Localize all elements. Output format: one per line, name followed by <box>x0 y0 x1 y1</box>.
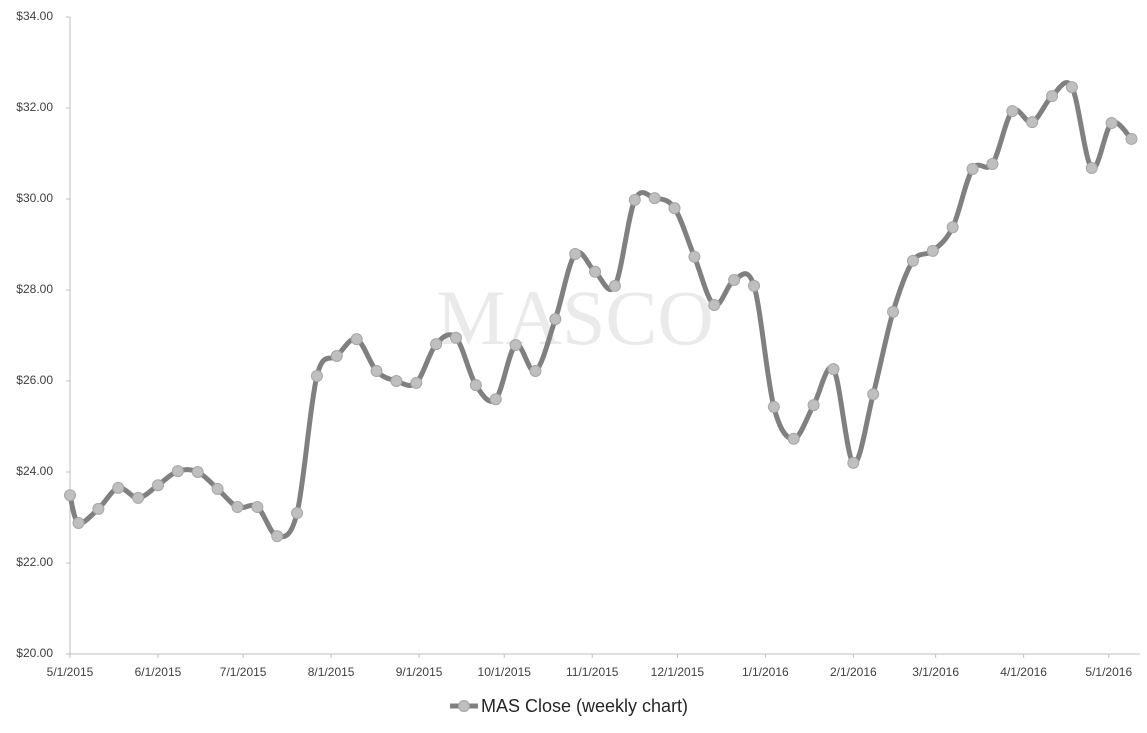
y-tick-label: $24.00 <box>16 464 53 478</box>
data-point <box>509 339 522 352</box>
data-point <box>350 333 363 346</box>
y-tick-label: $28.00 <box>16 282 53 296</box>
data-point <box>946 221 959 234</box>
x-tick-label: 1/1/2016 <box>742 665 789 679</box>
data-point <box>986 157 999 170</box>
data-point <box>92 502 105 515</box>
data-point <box>251 501 264 514</box>
data-point <box>1006 105 1019 118</box>
y-tick-label: $26.00 <box>16 373 53 387</box>
data-point <box>1046 90 1059 103</box>
data-point <box>231 501 244 514</box>
data-point <box>549 313 562 326</box>
data-point <box>787 432 800 445</box>
y-tick-label: $32.00 <box>16 100 53 114</box>
data-point <box>867 388 880 401</box>
y-tick-label: $20.00 <box>16 646 53 660</box>
x-tick-label: 12/1/2015 <box>651 665 705 679</box>
y-tick-label: $22.00 <box>16 555 53 569</box>
data-point <box>64 489 76 502</box>
x-tick-label: 6/1/2015 <box>135 665 182 679</box>
data-point <box>847 456 860 469</box>
legend-marker <box>458 700 470 712</box>
x-tick-label: 4/1/2016 <box>1000 665 1047 679</box>
data-point <box>171 465 184 478</box>
data-point <box>906 254 919 267</box>
data-point <box>390 375 403 387</box>
legend-label: MAS Close (weekly chart) <box>481 696 688 716</box>
data-point <box>410 376 423 389</box>
data-point <box>648 192 661 205</box>
data-point <box>72 516 85 529</box>
data-point <box>688 250 701 263</box>
y-tick-label: $30.00 <box>16 191 53 205</box>
data-point <box>807 399 820 412</box>
data-point <box>1125 132 1138 145</box>
data-point <box>330 349 343 362</box>
data-point <box>1065 81 1078 94</box>
data-point <box>310 369 323 382</box>
data-point <box>966 162 979 175</box>
x-tick-label: 11/1/2015 <box>566 665 619 679</box>
data-point <box>370 364 383 377</box>
data-point <box>211 482 224 495</box>
x-tick-label: 9/1/2015 <box>396 665 443 679</box>
data-point <box>1026 116 1039 129</box>
x-tick-label: 3/1/2016 <box>912 665 959 679</box>
data-point <box>151 479 164 492</box>
data-point <box>1105 117 1118 130</box>
x-tick-label: 10/1/2015 <box>478 665 532 679</box>
x-tick-label: 7/1/2015 <box>220 665 267 679</box>
data-point <box>191 466 204 478</box>
data-point <box>449 331 462 344</box>
x-tick-label: 2/1/2016 <box>830 665 877 679</box>
data-point <box>469 379 482 392</box>
data-point <box>728 273 741 286</box>
data-point <box>628 193 641 206</box>
data-point <box>569 248 582 261</box>
data-point <box>132 491 145 504</box>
x-tick-label: 8/1/2015 <box>308 665 355 679</box>
data-point <box>926 244 939 257</box>
data-point <box>489 393 502 406</box>
data-point <box>291 506 304 519</box>
x-tick-label: 5/1/2015 <box>47 665 94 679</box>
watermark: MASCO <box>436 274 713 361</box>
data-point <box>271 530 284 543</box>
data-point <box>430 338 443 351</box>
x-tick-label: 5/1/2016 <box>1085 665 1132 679</box>
data-point <box>748 279 761 292</box>
data-point <box>668 202 681 215</box>
data-point <box>589 265 602 278</box>
data-point <box>112 481 125 494</box>
data-point <box>608 279 621 292</box>
data-point <box>708 299 721 312</box>
data-point <box>529 364 542 377</box>
data-point <box>887 305 900 318</box>
data-point <box>767 400 780 413</box>
data-point <box>1085 162 1098 175</box>
legend: MAS Close (weekly chart) <box>450 696 688 716</box>
data-point <box>827 363 840 376</box>
y-tick-label: $34.00 <box>16 9 53 23</box>
